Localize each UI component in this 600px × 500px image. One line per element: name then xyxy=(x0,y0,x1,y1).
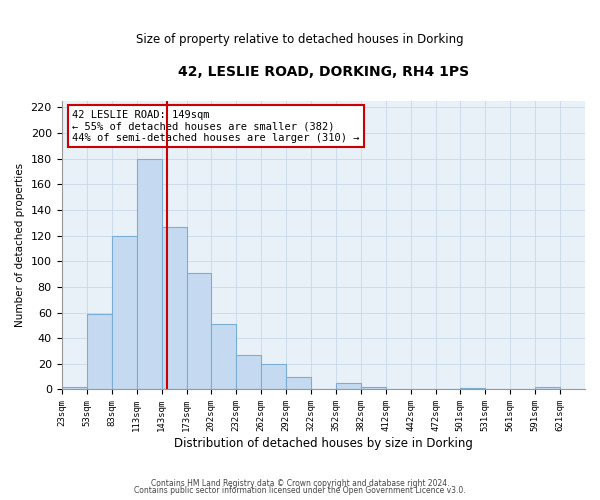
Bar xyxy=(336,383,361,390)
Bar xyxy=(211,324,236,390)
Text: 42 LESLIE ROAD: 149sqm
← 55% of detached houses are smaller (382)
44% of semi-de: 42 LESLIE ROAD: 149sqm ← 55% of detached… xyxy=(72,110,359,143)
Bar xyxy=(535,387,560,390)
Bar xyxy=(86,314,112,390)
Text: Contains HM Land Registry data © Crown copyright and database right 2024.: Contains HM Land Registry data © Crown c… xyxy=(151,478,449,488)
Bar xyxy=(236,355,261,390)
Bar xyxy=(187,273,211,390)
Bar xyxy=(161,226,187,390)
Text: Size of property relative to detached houses in Dorking: Size of property relative to detached ho… xyxy=(136,32,464,46)
Bar xyxy=(286,376,311,390)
Bar xyxy=(137,158,161,390)
Bar xyxy=(361,387,386,390)
Bar xyxy=(112,236,137,390)
Title: 42, LESLIE ROAD, DORKING, RH4 1PS: 42, LESLIE ROAD, DORKING, RH4 1PS xyxy=(178,65,469,79)
Bar xyxy=(261,364,286,390)
Bar xyxy=(62,387,86,390)
Text: Contains public sector information licensed under the Open Government Licence v3: Contains public sector information licen… xyxy=(134,486,466,495)
Y-axis label: Number of detached properties: Number of detached properties xyxy=(15,163,25,328)
Bar xyxy=(460,388,485,390)
X-axis label: Distribution of detached houses by size in Dorking: Distribution of detached houses by size … xyxy=(174,437,473,450)
